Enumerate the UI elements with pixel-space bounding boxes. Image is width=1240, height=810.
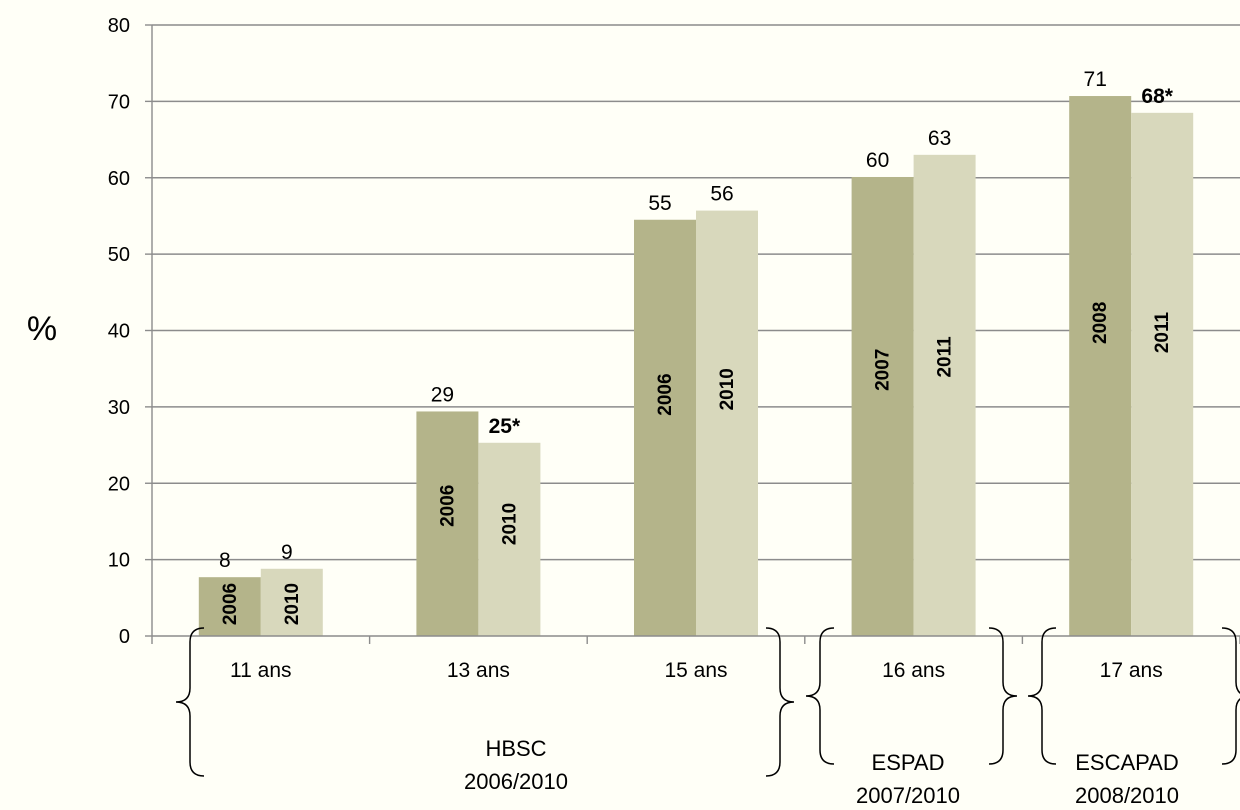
year-label: 2010 <box>282 583 303 625</box>
y-tick-label: 70 <box>108 91 130 113</box>
y-tick-label: 20 <box>108 473 130 495</box>
year-label: 2006 <box>655 373 676 415</box>
year-label: 2006 <box>437 485 458 527</box>
bar-3-0 <box>851 176 914 636</box>
category-label: 11 ans <box>230 659 292 682</box>
y-tick-label: 40 <box>108 321 130 343</box>
category-label: 13 ans <box>447 659 510 682</box>
value-label: 29 <box>431 383 454 406</box>
brace <box>1221 627 1240 765</box>
y-tick-label: 10 <box>108 550 130 572</box>
group-braces: HBSC 2006/2010 ESPAD 2007/2010 ESCAPAD 2008/2… <box>175 627 1240 808</box>
value-label: 60 <box>866 149 889 172</box>
value-label: 56 <box>710 183 733 206</box>
group-name: ESCAPAD <box>1075 750 1179 775</box>
value-label: 63 <box>928 127 951 150</box>
value-label: 8 <box>219 549 231 572</box>
value-label: 71 <box>1084 68 1107 91</box>
brace <box>805 627 835 765</box>
bar-4-1 <box>1131 112 1194 637</box>
bar-4-0 <box>1069 96 1132 636</box>
brace <box>765 627 795 777</box>
value-label: 68* <box>1141 85 1173 108</box>
y-tick-label: 80 <box>108 15 130 37</box>
bar-2-0 <box>634 219 696 636</box>
year-label: 2010 <box>717 368 738 410</box>
x-axis: 11 ans 13 ans 15 ans 16 ans 17 ans <box>151 635 1240 682</box>
bars: 8 2006 9 2010 29 2006 25* 2010 55 2006 56 2010 60 200… <box>198 68 1194 637</box>
y-tick-label: 50 <box>108 244 130 266</box>
bar-3-1 <box>913 154 976 636</box>
year-label: 2006 <box>220 583 241 625</box>
group-name: HBSC <box>485 736 546 761</box>
bar-0-1 <box>260 568 323 636</box>
bar-2-1 <box>696 210 758 636</box>
year-label: 2011 <box>1152 312 1173 354</box>
value-label: 25* <box>489 415 521 438</box>
value-label: 9 <box>281 541 293 564</box>
bar-1-0 <box>416 411 479 636</box>
group-period: 2006/2010 <box>464 769 568 794</box>
category-label: 16 ans <box>882 659 945 682</box>
y-axis-title: % <box>27 310 57 348</box>
y-tick-label: 0 <box>119 626 130 648</box>
y-axis-ticks: 0 10 20 30 40 50 60 70 80 <box>108 15 153 648</box>
brace <box>1027 627 1057 765</box>
brace <box>988 627 1018 765</box>
y-tick-label: 60 <box>108 168 130 190</box>
bar-0-0 <box>198 577 261 636</box>
group-period: 2008/2010 <box>1075 783 1179 808</box>
y-tick-label: 30 <box>108 397 130 419</box>
value-label: 55 <box>648 192 671 215</box>
category-label: 17 ans <box>1100 659 1163 682</box>
year-label: 2011 <box>935 336 956 378</box>
year-label: 2008 <box>1090 302 1111 344</box>
group-period: 2007/2010 <box>856 783 960 808</box>
category-label: 15 ans <box>664 659 727 682</box>
group-name: ESPAD <box>872 750 945 775</box>
year-label: 2010 <box>499 503 520 545</box>
bar-1-1 <box>478 442 541 636</box>
brace <box>175 627 205 777</box>
year-label: 2007 <box>873 349 894 391</box>
